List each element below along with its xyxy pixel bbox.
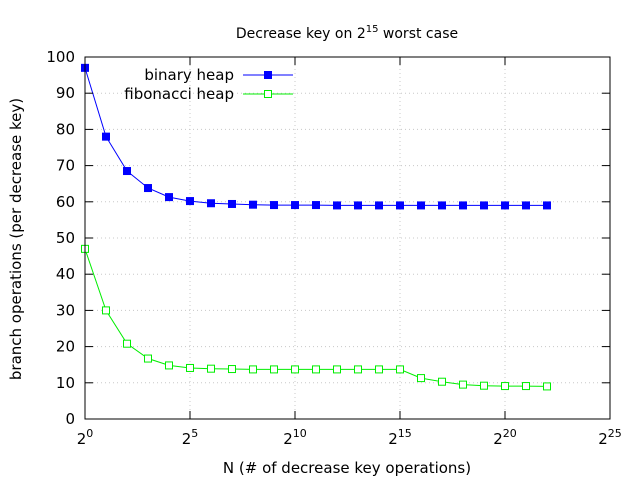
- data-point: [501, 382, 509, 391]
- data-point: [270, 365, 278, 374]
- x-axis-label: N (# of decrease key operations): [223, 459, 471, 477]
- series-binary-heap: [81, 63, 551, 210]
- x-tick-label: 215: [388, 427, 412, 448]
- data-point: [102, 132, 110, 141]
- legend-label: fibonacci heap: [124, 85, 234, 103]
- data-point: [354, 201, 362, 210]
- data-point: [501, 201, 509, 210]
- data-point: [354, 365, 362, 374]
- chart-title: Decrease key on 215 worst case: [236, 24, 458, 42]
- data-point: [144, 354, 152, 363]
- series-layer: [81, 63, 551, 391]
- y-tick-label: 100: [46, 48, 75, 66]
- data-point: [543, 382, 551, 391]
- data-point: [375, 201, 383, 210]
- data-point: [123, 339, 131, 348]
- data-point: [270, 201, 278, 210]
- data-point: [459, 380, 467, 389]
- data-point: [312, 201, 320, 210]
- y-tick-label: 30: [56, 301, 75, 319]
- data-point: [417, 374, 425, 383]
- data-point: [186, 197, 194, 206]
- data-point: [438, 377, 446, 386]
- legend-marker: [264, 90, 272, 98]
- data-point: [207, 199, 215, 208]
- data-point: [291, 201, 299, 210]
- data-point: [480, 201, 488, 210]
- data-point: [522, 201, 530, 210]
- data-point: [543, 201, 551, 210]
- data-point: [333, 201, 341, 210]
- data-point: [333, 365, 341, 374]
- data-point: [396, 365, 404, 374]
- data-point: [396, 201, 404, 210]
- plot-frame: [84, 56, 611, 420]
- data-point: [480, 381, 488, 390]
- data-point: [165, 193, 173, 202]
- data-point: [249, 365, 257, 374]
- data-point: [459, 201, 467, 210]
- y-tick-label: 60: [56, 193, 75, 211]
- y-tick-label: 50: [56, 229, 75, 247]
- data-point: [522, 382, 530, 391]
- legend-item: fibonacci heap: [124, 85, 293, 103]
- data-point: [312, 365, 320, 374]
- data-point: [165, 361, 173, 370]
- ticks: 0 10 20 30 40 50 60 70 80 90 100 20 25 210 215 220 225: [46, 48, 621, 448]
- y-tick-label: 10: [56, 374, 75, 392]
- y-tick-label: 40: [56, 265, 75, 283]
- data-point: [228, 365, 236, 374]
- legend-item: binary heap: [144, 66, 293, 84]
- y-tick-label: 0: [65, 410, 75, 428]
- data-point: [417, 201, 425, 210]
- grid: [85, 57, 610, 419]
- y-axis-label: branch operations (per decrease key): [7, 98, 25, 380]
- y-tick-label: 80: [56, 120, 75, 138]
- x-tick-label: 20: [77, 427, 94, 448]
- data-point: [102, 306, 110, 315]
- data-point: [291, 365, 299, 374]
- data-point: [438, 201, 446, 210]
- y-tick-label: 20: [56, 338, 75, 356]
- data-point: [249, 200, 257, 209]
- data-point: [207, 364, 215, 373]
- data-point: [186, 363, 194, 372]
- data-point: [123, 167, 131, 176]
- y-tick-label: 90: [56, 84, 75, 102]
- x-tick-label: 225: [598, 427, 622, 448]
- y-tick-label: 70: [56, 157, 75, 175]
- legend-marker: [264, 71, 272, 79]
- x-tick-label: 220: [493, 427, 517, 448]
- legend-label: binary heap: [144, 66, 234, 84]
- data-point: [228, 199, 236, 208]
- data-point: [375, 365, 383, 374]
- x-tick-label: 210: [283, 427, 307, 448]
- data-point: [144, 184, 152, 193]
- series-fibonacci-heap: [81, 244, 551, 391]
- x-tick-label: 25: [182, 427, 199, 448]
